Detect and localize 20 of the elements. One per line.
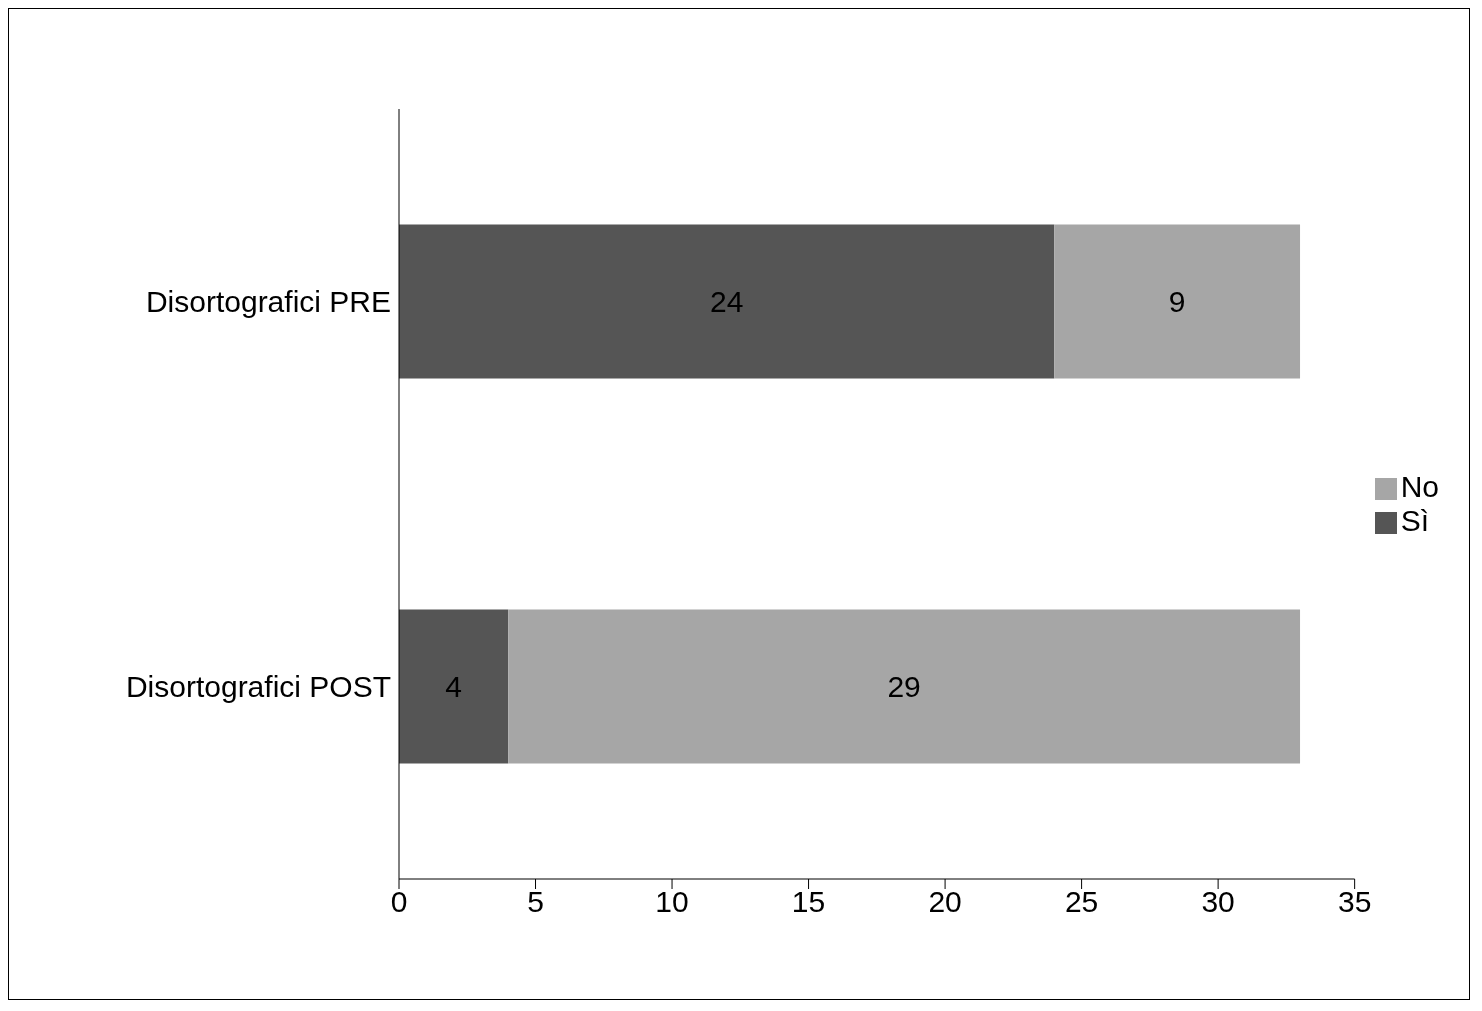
x-tick-label: 30 bbox=[1201, 885, 1235, 919]
y-tick-label: Disortografici PRE bbox=[145, 285, 391, 319]
x-tick-label: 15 bbox=[791, 885, 826, 919]
x-tick-label: 5 bbox=[527, 885, 544, 919]
data-label: 4 bbox=[445, 670, 462, 704]
legend-label: No bbox=[1400, 470, 1439, 503]
bar bbox=[399, 224, 1055, 379]
x-tick-label: 35 bbox=[1337, 885, 1372, 919]
data-label: 24 bbox=[709, 285, 744, 319]
x-tick-label: 25 bbox=[1064, 885, 1099, 919]
bar bbox=[508, 609, 1301, 764]
x-tick-label: 10 bbox=[655, 885, 689, 919]
x-tick-label: 0 bbox=[390, 885, 408, 919]
bar bbox=[1054, 224, 1301, 379]
data-label: 9 bbox=[1168, 285, 1186, 319]
bar bbox=[399, 609, 509, 764]
data-label: 29 bbox=[887, 670, 921, 704]
x-tick-label: 20 bbox=[928, 885, 962, 919]
legend-label: Sì bbox=[1400, 504, 1429, 537]
y-tick-label: Disortografici POST bbox=[125, 670, 391, 704]
